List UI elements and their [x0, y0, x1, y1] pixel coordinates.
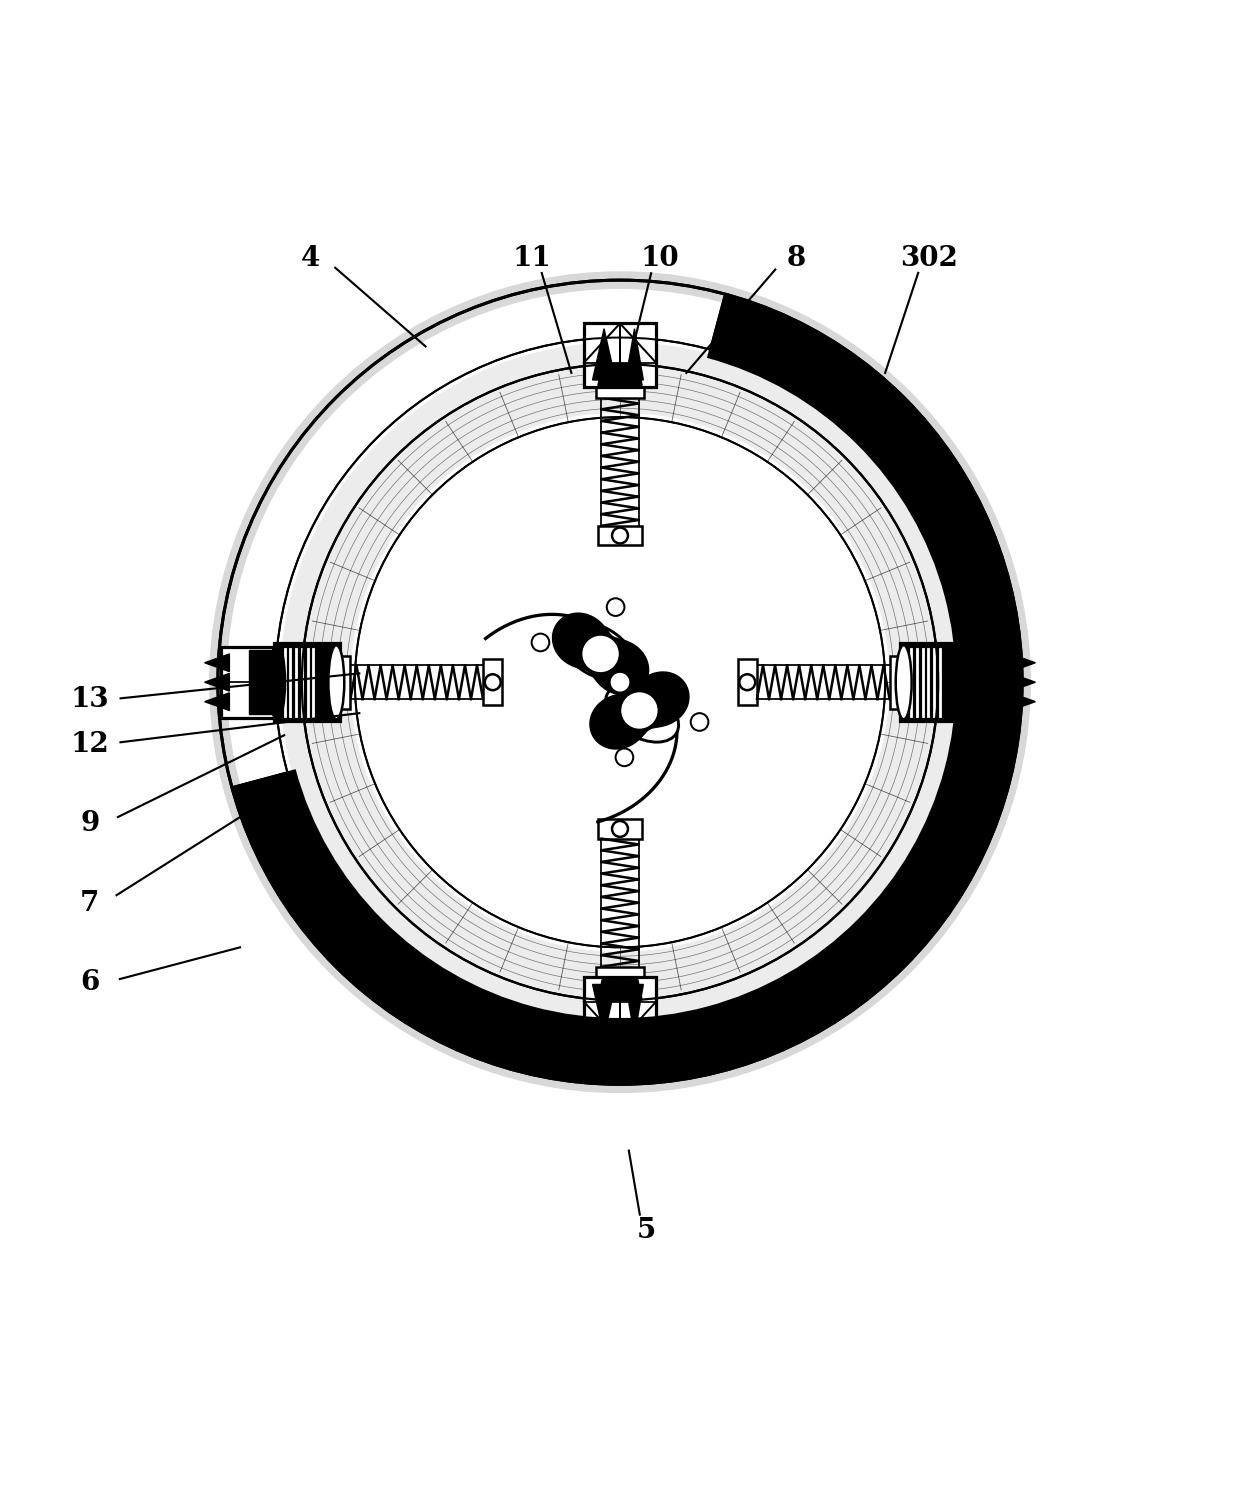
Circle shape: [620, 692, 658, 731]
Text: 13: 13: [71, 687, 109, 714]
Polygon shape: [205, 654, 229, 672]
Text: 11: 11: [512, 244, 551, 271]
Bar: [274, 644, 340, 722]
Bar: [584, 323, 656, 388]
Bar: [966, 647, 1019, 717]
Bar: [340, 656, 351, 708]
Circle shape: [606, 599, 625, 615]
Polygon shape: [249, 650, 274, 714]
Ellipse shape: [955, 645, 971, 720]
Bar: [900, 644, 966, 722]
Text: 4: 4: [301, 244, 320, 271]
Polygon shape: [205, 674, 229, 692]
Polygon shape: [593, 985, 615, 1036]
Ellipse shape: [562, 623, 635, 680]
Polygon shape: [598, 365, 642, 385]
Ellipse shape: [605, 684, 678, 743]
Circle shape: [691, 713, 708, 731]
Polygon shape: [593, 329, 615, 380]
Wedge shape: [232, 293, 1022, 1084]
Polygon shape: [598, 979, 642, 1000]
Polygon shape: [553, 614, 649, 695]
Text: 302: 302: [900, 244, 959, 271]
Text: 8: 8: [787, 244, 806, 271]
Circle shape: [227, 289, 1013, 1075]
Bar: [889, 656, 900, 708]
Circle shape: [615, 748, 634, 766]
Text: 12: 12: [71, 731, 109, 757]
Text: 9: 9: [81, 810, 99, 837]
Bar: [221, 647, 274, 717]
Circle shape: [210, 271, 1030, 1093]
Circle shape: [485, 674, 501, 690]
Ellipse shape: [895, 645, 911, 720]
Circle shape: [613, 820, 627, 837]
Ellipse shape: [269, 645, 285, 720]
Bar: [596, 388, 644, 398]
Polygon shape: [626, 985, 644, 1036]
Polygon shape: [626, 329, 644, 380]
Bar: [584, 978, 656, 1040]
Text: 6: 6: [81, 969, 99, 996]
Polygon shape: [1011, 693, 1035, 711]
Bar: [598, 525, 642, 545]
Bar: [596, 967, 644, 978]
Polygon shape: [205, 693, 229, 711]
Polygon shape: [1011, 674, 1035, 692]
Circle shape: [582, 635, 620, 674]
Circle shape: [275, 337, 965, 1027]
Bar: [484, 659, 502, 705]
Bar: [274, 644, 340, 722]
Text: 5: 5: [637, 1217, 656, 1244]
Circle shape: [357, 419, 883, 946]
Circle shape: [532, 633, 549, 651]
Bar: [900, 644, 966, 722]
Polygon shape: [1011, 654, 1035, 672]
Circle shape: [613, 527, 627, 543]
Wedge shape: [280, 341, 960, 1022]
Polygon shape: [590, 672, 689, 748]
Circle shape: [609, 672, 631, 693]
Wedge shape: [232, 293, 1022, 1084]
Polygon shape: [966, 650, 991, 714]
Circle shape: [739, 674, 755, 690]
Text: 7: 7: [81, 889, 99, 916]
Ellipse shape: [329, 645, 345, 720]
Bar: [738, 659, 756, 705]
Text: 10: 10: [640, 244, 680, 271]
Bar: [598, 819, 642, 838]
